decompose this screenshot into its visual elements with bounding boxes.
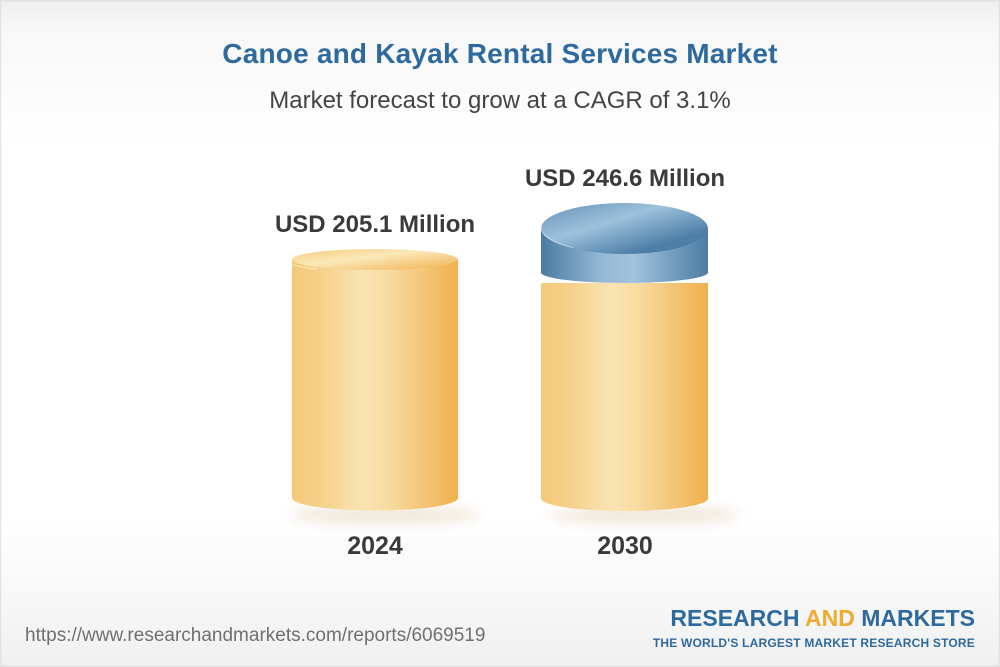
svg-text:THE WORLD'S LARGEST MARKET RES: THE WORLD'S LARGEST MARKET RESEARCH STOR… bbox=[653, 636, 975, 650]
svg-text:RESEARCH AND MARKETS: RESEARCH AND MARKETS bbox=[670, 609, 975, 631]
